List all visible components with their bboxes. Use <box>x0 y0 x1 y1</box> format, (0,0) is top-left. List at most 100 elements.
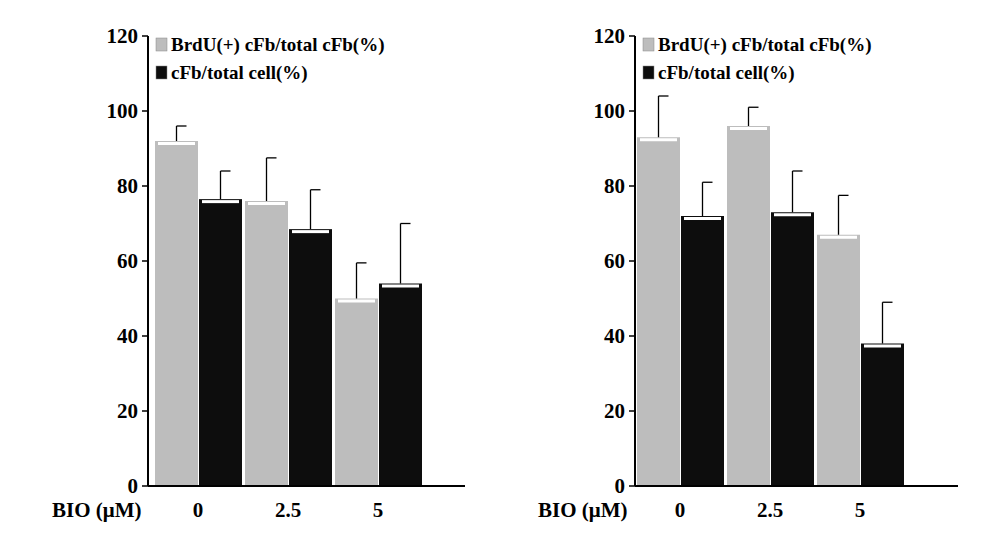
y-tick-label: 100 <box>107 99 139 123</box>
error-bar <box>659 96 669 137</box>
error-cap <box>357 262 367 263</box>
error-line <box>792 171 793 212</box>
error-cap <box>793 170 803 171</box>
error-cap <box>703 182 713 183</box>
error-bar <box>793 171 803 212</box>
bar-highlight <box>158 142 195 145</box>
bar-highlight <box>338 300 375 303</box>
bar <box>379 284 422 487</box>
error-line <box>220 171 221 199</box>
error-line <box>266 158 267 201</box>
y-tick-label: 120 <box>107 24 139 48</box>
y-axis <box>634 36 636 486</box>
error-bar <box>883 302 893 343</box>
error-line <box>748 107 749 126</box>
x-tick-label: 5 <box>855 498 866 522</box>
legend-label: cFb/total cell(%) <box>658 62 795 84</box>
error-cap <box>749 107 759 108</box>
error-cap <box>177 125 187 126</box>
legend-label: cFb/total cell(%) <box>171 62 308 84</box>
bar-highlight <box>864 345 901 348</box>
bar <box>681 216 724 486</box>
error-line <box>838 195 839 234</box>
bar <box>289 229 332 486</box>
x-tick-label: 5 <box>373 498 384 522</box>
bar-highlight <box>684 217 721 220</box>
y-tick-label: 40 <box>117 324 138 348</box>
error-bar <box>221 171 231 199</box>
bars <box>155 126 422 486</box>
bar-highlight <box>382 285 419 288</box>
chart: 0 20 40 60 80 100 120 0 2.5 5 BIO (μM) BrdU(+) cFb/… <box>538 24 958 522</box>
error-line <box>702 182 703 216</box>
error-cap <box>267 157 277 158</box>
error-bar <box>311 190 321 229</box>
error-line <box>176 126 177 141</box>
x-tick-label: 2.5 <box>275 498 301 522</box>
bar-highlight <box>774 213 811 216</box>
bar-highlight <box>730 127 767 130</box>
y-tick-label: 80 <box>117 174 138 198</box>
error-cap <box>401 223 411 224</box>
error-cap <box>221 170 231 171</box>
legend-swatch <box>156 38 167 51</box>
error-bar <box>357 263 367 299</box>
bar <box>199 199 242 486</box>
bar-highlight <box>820 236 857 239</box>
x-axis <box>148 485 465 487</box>
error-cap <box>883 302 893 303</box>
bars <box>637 96 904 486</box>
y-tick-label: 80 <box>604 174 625 198</box>
error-bar <box>267 158 277 201</box>
y-tick-label: 60 <box>604 249 625 273</box>
bar <box>727 126 770 486</box>
legend-label: BrdU(+) cFb/total cFb(%) <box>658 34 871 56</box>
y-tick-label: 120 <box>594 24 626 48</box>
x-tick-label: 0 <box>193 498 204 522</box>
error-bar <box>839 195 849 234</box>
error-bar <box>703 182 713 216</box>
error-cap <box>311 189 321 190</box>
y-tick-label: 20 <box>604 399 625 423</box>
y-tick-label: 100 <box>594 99 626 123</box>
error-bar <box>401 224 411 284</box>
error-cap <box>839 195 849 196</box>
bar <box>817 235 860 486</box>
x-tick-label: 2.5 <box>757 498 783 522</box>
bar <box>637 137 680 486</box>
x-axis-label: BIO (μM) <box>52 498 141 522</box>
bar <box>335 299 378 487</box>
y-tick-label: 0 <box>128 474 139 498</box>
figure: 0 20 40 60 80 100 120 0 2.5 5 BIO (μM) BrdU(+) cFb/… <box>0 0 998 546</box>
chart: 0 20 40 60 80 100 120 0 2.5 5 BIO (μM) BrdU(+) cFb/… <box>52 24 465 522</box>
y-tick-label: 40 <box>604 324 625 348</box>
error-line <box>310 190 311 229</box>
error-line <box>356 263 357 299</box>
legend: BrdU(+) cFb/total cFb(%) cFb/total cell(%… <box>643 34 871 84</box>
bar <box>155 141 198 486</box>
bar-highlight <box>202 200 239 203</box>
x-tick-label: 0 <box>675 498 686 522</box>
bar-highlight <box>248 202 285 205</box>
error-bar <box>749 107 759 126</box>
y-tick-label: 20 <box>117 399 138 423</box>
bar <box>245 201 288 486</box>
error-bar <box>177 126 187 141</box>
bar <box>771 212 814 486</box>
y-tick-label: 0 <box>615 474 626 498</box>
legend: BrdU(+) cFb/total cFb(%) cFb/total cell(%… <box>156 34 384 84</box>
error-line <box>882 302 883 343</box>
bar-highlight <box>640 138 677 141</box>
legend-label: BrdU(+) cFb/total cFb(%) <box>171 34 384 56</box>
x-axis-label: BIO (μM) <box>538 498 627 522</box>
legend-swatch <box>643 38 654 51</box>
error-cap <box>659 95 669 96</box>
legend-swatch <box>643 66 654 79</box>
bar <box>861 344 904 487</box>
error-line <box>658 96 659 137</box>
bar-highlight <box>292 230 329 233</box>
legend-swatch <box>156 66 167 79</box>
error-line <box>400 224 401 284</box>
y-tick-label: 60 <box>117 249 138 273</box>
x-axis <box>635 485 958 487</box>
